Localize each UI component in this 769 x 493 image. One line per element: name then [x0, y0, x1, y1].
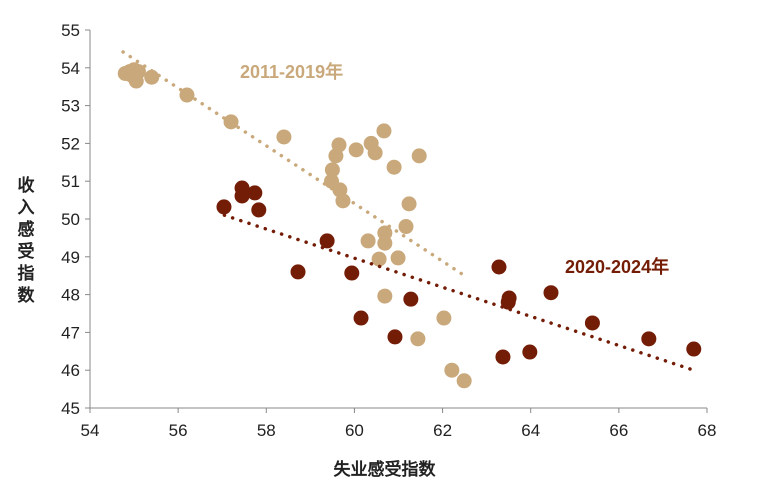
data-point — [348, 142, 364, 158]
y-tick-label: 51 — [61, 172, 80, 191]
data-point — [491, 259, 507, 275]
data-point — [371, 251, 387, 267]
x-tick-label: 64 — [521, 421, 540, 440]
data-point — [179, 87, 195, 103]
data-point — [130, 64, 146, 80]
y-tick-label: 52 — [61, 134, 80, 153]
data-point — [377, 288, 393, 304]
y-tick-label: 55 — [61, 21, 80, 40]
y-tick-label: 45 — [61, 399, 80, 418]
y-tick-label: 47 — [61, 323, 80, 342]
x-tick-label: 60 — [345, 421, 364, 440]
y-tick-label: 49 — [61, 248, 80, 267]
data-point — [411, 148, 427, 164]
trendline-2 — [222, 213, 696, 372]
data-point — [376, 123, 392, 139]
y-tick-label: 54 — [61, 59, 80, 78]
data-point — [387, 329, 403, 345]
data-point — [377, 235, 393, 251]
data-point — [251, 202, 267, 218]
data-point — [276, 129, 292, 145]
x-axis-label: 失业感受指数 — [333, 460, 436, 479]
data-point — [328, 148, 344, 164]
data-point — [686, 341, 702, 357]
data-point — [335, 193, 351, 209]
data-point — [319, 233, 335, 249]
data-point — [456, 373, 472, 389]
data-point — [386, 159, 402, 175]
x-tick-label: 56 — [169, 421, 188, 440]
trendline-1 — [121, 50, 467, 278]
data-point — [247, 185, 263, 201]
data-point — [344, 265, 360, 281]
y-tick-label: 53 — [61, 97, 80, 116]
y-tick-label: 48 — [61, 286, 80, 305]
x-tick-label: 54 — [81, 421, 100, 440]
data-point — [324, 162, 340, 178]
data-point — [584, 315, 600, 331]
x-tick-label: 66 — [609, 421, 628, 440]
data-point — [144, 69, 160, 85]
data-point — [398, 219, 414, 235]
x-tick-label: 68 — [698, 421, 717, 440]
data-point — [641, 331, 657, 347]
data-point — [522, 344, 538, 360]
data-point — [495, 349, 511, 365]
data-point — [360, 233, 376, 249]
series-label-2011-2019: 2011-2019年 — [240, 61, 343, 82]
data-point — [223, 114, 239, 130]
y-tick-label: 46 — [61, 361, 80, 380]
data-point — [353, 310, 369, 326]
data-point — [500, 294, 516, 310]
x-tick-label: 58 — [257, 421, 276, 440]
data-point — [444, 362, 460, 378]
data-point — [410, 331, 426, 347]
data-point — [216, 199, 232, 215]
data-point — [436, 310, 452, 326]
y-axis-label: 收入感受指数 — [17, 176, 35, 305]
data-point — [290, 264, 306, 280]
data-point — [367, 145, 383, 161]
series-label-2020-2024: 2020-2024年 — [565, 256, 669, 277]
data-point — [543, 285, 559, 301]
data-point — [401, 196, 417, 212]
x-tick-label: 62 — [433, 421, 452, 440]
y-tick-label: 50 — [61, 210, 80, 229]
data-point — [390, 250, 406, 266]
data-point — [234, 188, 250, 204]
data-point — [403, 291, 419, 307]
